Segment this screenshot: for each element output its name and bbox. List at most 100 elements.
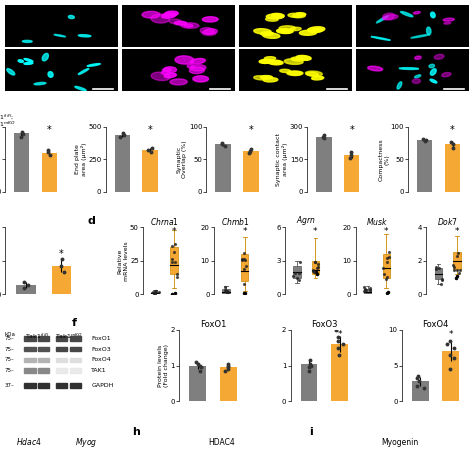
Text: Tak1$^{mKO}$: Tak1$^{mKO}$: [55, 332, 82, 341]
Y-axis label: Compactness
(%): Compactness (%): [378, 138, 389, 181]
Ellipse shape: [415, 75, 421, 78]
Ellipse shape: [263, 78, 278, 82]
Ellipse shape: [170, 79, 187, 85]
FancyBboxPatch shape: [222, 289, 230, 293]
Ellipse shape: [268, 60, 283, 65]
Ellipse shape: [277, 29, 293, 34]
Text: TAK1: TAK1: [91, 368, 107, 373]
Bar: [24, 383, 36, 388]
Ellipse shape: [430, 12, 435, 18]
Ellipse shape: [399, 68, 419, 70]
Bar: [445, 145, 460, 192]
Text: $\it{Hdac4}$: $\it{Hdac4}$: [16, 436, 42, 447]
Y-axis label: End plate
area (μm²): End plate area (μm²): [75, 143, 87, 176]
Bar: [56, 383, 67, 388]
Text: *: *: [384, 227, 389, 236]
Ellipse shape: [202, 30, 216, 36]
Ellipse shape: [264, 57, 275, 60]
Text: h: h: [132, 427, 140, 437]
Ellipse shape: [193, 76, 209, 82]
Text: *: *: [47, 125, 52, 135]
Ellipse shape: [68, 16, 74, 18]
Ellipse shape: [427, 27, 431, 35]
Ellipse shape: [42, 54, 48, 61]
Bar: [38, 368, 49, 373]
Text: Tak1$^{fl/fl}$;: Tak1$^{fl/fl}$;: [0, 112, 13, 121]
Text: GAPDH: GAPDH: [91, 383, 114, 388]
Ellipse shape: [87, 64, 100, 66]
Bar: [42, 153, 57, 192]
Ellipse shape: [280, 69, 291, 73]
Bar: [344, 155, 359, 192]
Title: FoxO3: FoxO3: [311, 320, 337, 329]
Bar: [56, 347, 67, 351]
Ellipse shape: [272, 13, 284, 18]
Text: *: *: [313, 227, 318, 236]
Ellipse shape: [161, 71, 171, 74]
Ellipse shape: [296, 55, 311, 60]
Bar: [16, 285, 36, 294]
Text: *: *: [172, 227, 176, 236]
Ellipse shape: [292, 14, 305, 18]
Y-axis label: Relative
mRNA levels: Relative mRNA levels: [118, 241, 128, 281]
Title: $\it{Dok7}$: $\it{Dok7}$: [437, 216, 458, 227]
Ellipse shape: [18, 60, 23, 63]
Ellipse shape: [371, 36, 391, 40]
Bar: [70, 357, 81, 362]
Ellipse shape: [151, 14, 170, 23]
Bar: [70, 383, 81, 388]
Bar: [216, 145, 231, 192]
Bar: [442, 351, 459, 401]
Ellipse shape: [442, 73, 451, 77]
Bar: [412, 381, 428, 401]
Ellipse shape: [397, 82, 402, 89]
Bar: [24, 368, 36, 373]
Ellipse shape: [308, 27, 325, 32]
Ellipse shape: [169, 19, 181, 24]
Bar: [301, 364, 318, 401]
FancyBboxPatch shape: [293, 266, 301, 278]
FancyBboxPatch shape: [170, 247, 178, 274]
FancyBboxPatch shape: [364, 289, 371, 292]
Text: HDAC4: HDAC4: [209, 438, 236, 447]
Bar: [24, 336, 36, 341]
Ellipse shape: [434, 55, 444, 59]
Ellipse shape: [311, 76, 324, 80]
Text: 75–: 75–: [4, 368, 14, 373]
Text: *: *: [349, 125, 354, 135]
Ellipse shape: [190, 64, 206, 71]
Ellipse shape: [175, 56, 194, 64]
Ellipse shape: [75, 86, 86, 91]
Ellipse shape: [22, 40, 32, 43]
Ellipse shape: [284, 59, 303, 64]
Bar: [14, 133, 29, 192]
Ellipse shape: [306, 72, 319, 76]
Title: $\it{Chrna1}$: $\it{Chrna1}$: [150, 216, 179, 227]
Text: 75–: 75–: [4, 336, 14, 341]
Bar: [56, 368, 67, 373]
Ellipse shape: [181, 23, 199, 28]
Y-axis label: Synaptic contact
area (μm²): Synaptic contact area (μm²): [276, 133, 288, 186]
Ellipse shape: [429, 64, 435, 68]
Text: FoxO4: FoxO4: [91, 357, 111, 362]
Ellipse shape: [289, 71, 303, 75]
Bar: [142, 150, 158, 192]
Ellipse shape: [202, 17, 218, 22]
Ellipse shape: [310, 28, 322, 32]
Ellipse shape: [189, 67, 204, 73]
Ellipse shape: [300, 30, 317, 35]
Text: 75–: 75–: [4, 357, 14, 362]
Bar: [70, 368, 81, 373]
Ellipse shape: [443, 18, 454, 21]
Text: *: *: [455, 227, 459, 236]
Bar: [417, 140, 432, 192]
Ellipse shape: [288, 13, 302, 18]
Ellipse shape: [165, 11, 178, 16]
Title: $\it{Chmb1}$: $\it{Chmb1}$: [221, 216, 249, 227]
Text: FoxO3: FoxO3: [91, 346, 111, 352]
Ellipse shape: [184, 24, 193, 27]
Ellipse shape: [291, 57, 303, 61]
Text: *: *: [448, 330, 453, 339]
Text: Tak1$^{mKO}$: Tak1$^{mKO}$: [0, 119, 15, 128]
Text: *: *: [59, 249, 64, 259]
